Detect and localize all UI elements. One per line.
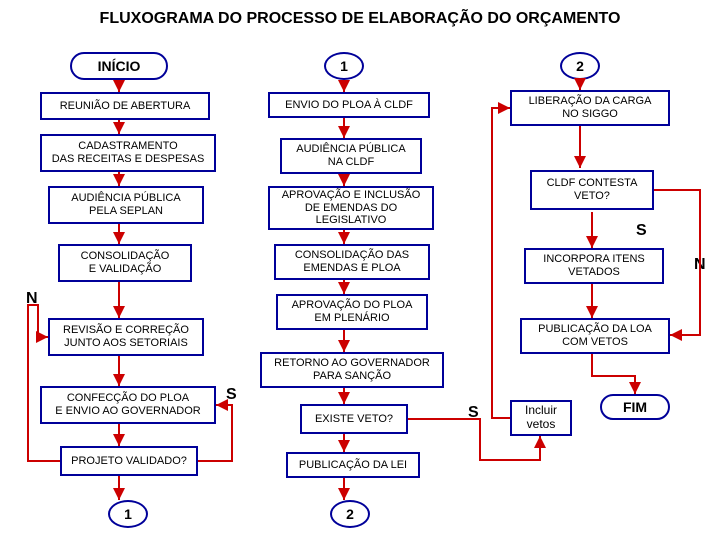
node-retorno-governador: RETORNO AO GOVERNADOR PARA SANÇÃO bbox=[260, 352, 444, 388]
connector-2-top: 2 bbox=[560, 52, 600, 80]
node-incluir-vetos: Incluir vetos bbox=[510, 400, 572, 436]
node-audiencia-seplan: AUDIÊNCIA PÚBLICA PELA SEPLAN bbox=[48, 186, 204, 224]
connector-2-bottom: 2 bbox=[330, 500, 370, 528]
connector-1-bottom: 1 bbox=[108, 500, 148, 528]
node-publicacao-loa: PUBLICAÇÃO DA LOA COM VETOS bbox=[520, 318, 670, 354]
node-incorpora-itens: INCORPORA ITENS VETADOS bbox=[524, 248, 664, 284]
node-publicacao-lei: PUBLICAÇÃO DA LEI bbox=[286, 452, 420, 478]
title: FLUXOGRAMA DO PROCESSO DE ELABORAÇÃO DO … bbox=[0, 10, 720, 28]
connector-1-top: 1 bbox=[324, 52, 364, 80]
label-s-right: S bbox=[636, 222, 647, 240]
node-existe-veto: EXISTE VETO? bbox=[300, 404, 408, 434]
node-confeccao: CONFECÇÃO DO PLOA E ENVIO AO GOVERNADOR bbox=[40, 386, 216, 424]
node-liberacao-carga: LIBERAÇÃO DA CARGA NO SIGGO bbox=[510, 90, 670, 126]
label-n-right: N bbox=[694, 256, 706, 274]
node-envio-ploa: ENVIO DO PLOA À CLDF bbox=[268, 92, 430, 118]
node-consolidacao-emendas: CONSOLIDAÇÃO DAS EMENDAS E PLOA bbox=[274, 244, 430, 280]
node-cldf-contesta: CLDF CONTESTA VETO? bbox=[530, 170, 654, 210]
node-projeto-validado: PROJETO VALIDADO? bbox=[60, 446, 198, 476]
label-s-mid: S bbox=[468, 404, 479, 422]
node-fim: FIM bbox=[600, 394, 670, 420]
label-s-left: S bbox=[226, 386, 237, 404]
node-audiencia-cldf: AUDIÊNCIA PÚBLICA NA CLDF bbox=[280, 138, 422, 174]
node-aprovacao-emendas: APROVAÇÃO E INCLUSÃO DE EMENDAS DO LEGIS… bbox=[268, 186, 434, 230]
node-cadastramento: CADASTRAMENTO DAS RECEITAS E DESPESAS bbox=[40, 134, 216, 172]
node-aprovacao-plenario: APROVAÇÃO DO PLOA EM PLENÁRIO bbox=[276, 294, 428, 330]
node-consolidacao: CONSOLIDAÇÃO E VALIDAÇÃO bbox=[58, 244, 192, 282]
node-revisao: REVISÃO E CORREÇÃO JUNTO AOS SETORIAIS bbox=[48, 318, 204, 356]
node-inicio: INÍCIO bbox=[70, 52, 168, 80]
node-reuniao: REUNIÃO DE ABERTURA bbox=[40, 92, 210, 120]
label-n-left: N bbox=[26, 290, 38, 308]
